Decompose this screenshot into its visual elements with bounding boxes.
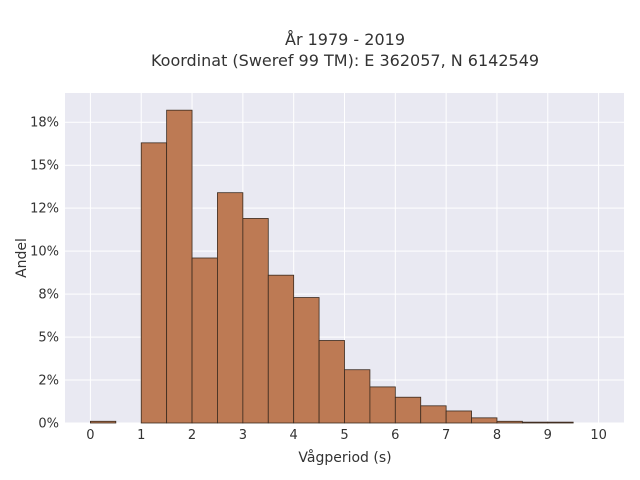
histogram-bar [344,369,371,424]
x-tick-label: 3 [239,428,247,443]
y-tick-label: 8% [38,288,59,303]
histogram-bar [217,192,244,424]
y-axis-label: Andel [14,238,30,278]
y-tick-label: 2% [38,374,59,389]
x-axis-label: Vågperiod (s) [298,449,391,466]
histogram-bar [394,396,422,424]
bars [90,109,574,424]
histogram-bar [191,257,218,424]
x-tick-label: 5 [340,428,348,443]
histogram-bar [471,417,498,424]
x-tick-label: 10 [590,428,607,443]
x-axis-ticks: 0 1 2 3 4 5 6 7 8 9 10 [86,428,607,443]
histogram-bar [445,410,472,424]
histogram-bar [140,142,168,424]
histogram-bar [166,109,193,424]
y-tick-label: 0% [38,417,59,432]
x-tick-label: 8 [493,428,501,443]
x-tick-label: 0 [86,428,94,443]
histogram-bar [547,421,574,424]
x-tick-label: 2 [188,428,196,443]
histogram-bar [267,274,295,424]
y-tick-label: 15% [30,159,59,174]
histogram-bar [318,340,345,424]
histogram-bar [420,405,447,424]
chart-title-line1: År 1979 - 2019 [285,30,405,49]
histogram-bar [496,420,523,424]
histogram-bar [293,297,320,424]
histogram-bar [242,218,269,424]
y-tick-label: 12% [30,202,59,217]
y-tick-label: 5% [38,331,59,346]
y-tick-label: 18% [30,116,59,131]
chart-title-line2: Koordinat (Sweref 99 TM): E 362057, N 61… [151,51,539,70]
x-tick-label: 6 [391,428,399,443]
histogram-bar [90,420,117,424]
y-axis-ticks: 0% 2% 5% 8% 10% 12% 15% 18% [30,116,59,432]
x-tick-label: 1 [137,428,145,443]
x-tick-label: 7 [442,428,450,443]
x-tick-label: 4 [290,428,298,443]
x-tick-label: 9 [544,428,552,443]
histogram-bar [369,386,396,424]
histogram-bar [521,421,549,424]
y-tick-label: 10% [30,245,59,260]
